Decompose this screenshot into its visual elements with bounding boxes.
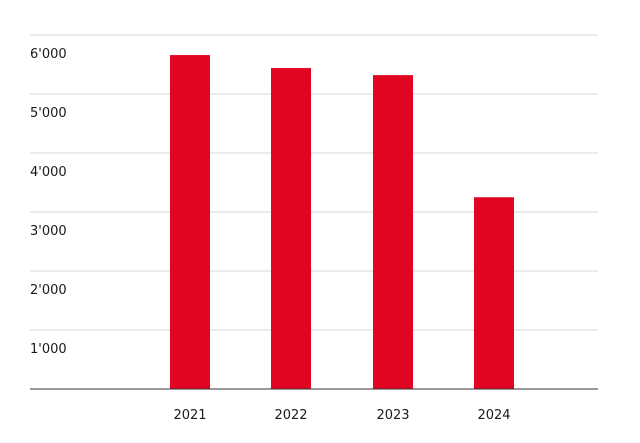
y-tick-label: 5'000 bbox=[30, 106, 67, 121]
y-tick-label: 6'000 bbox=[30, 47, 67, 62]
bar-2022 bbox=[271, 68, 311, 389]
x-tick-label: 2021 bbox=[173, 408, 206, 423]
bar-2023 bbox=[373, 75, 413, 390]
bars bbox=[170, 55, 514, 390]
y-tick-label: 1'000 bbox=[30, 342, 67, 357]
bar-2021 bbox=[170, 55, 210, 390]
y-tick-label: 4'000 bbox=[30, 165, 67, 180]
y-tick-label: 3'000 bbox=[30, 224, 67, 239]
x-axis-tick-labels: 2021 2022 2023 2024 bbox=[173, 408, 510, 423]
y-axis-tick-labels: 1'000 2'000 3'000 4'000 5'000 6'000 bbox=[30, 47, 67, 357]
bar-2024 bbox=[474, 197, 514, 389]
x-tick-label: 2023 bbox=[376, 408, 409, 423]
y-tick-label: 2'000 bbox=[30, 283, 67, 298]
x-tick-label: 2024 bbox=[477, 408, 510, 423]
x-tick-label: 2022 bbox=[274, 408, 307, 423]
